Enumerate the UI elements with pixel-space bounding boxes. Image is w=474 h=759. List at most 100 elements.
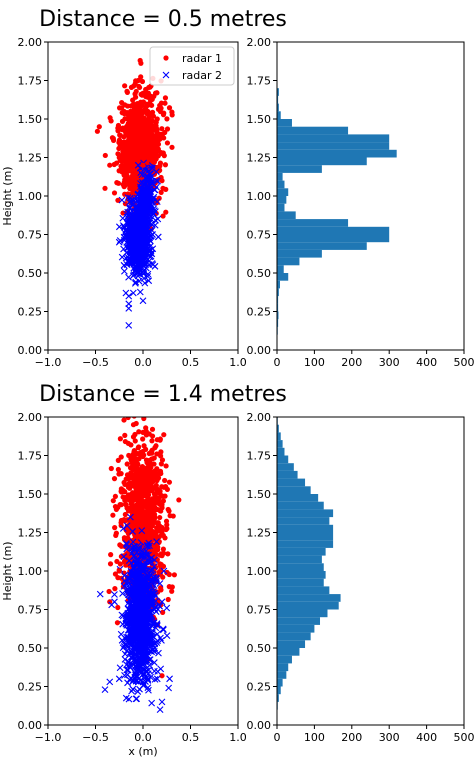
point-radar-1: [130, 124, 137, 130]
histogram-bar: [277, 609, 328, 618]
point-radar-1: [128, 84, 135, 90]
point-radar-1: [176, 497, 182, 503]
point-radar-1: [132, 431, 138, 438]
point-radar-2: [120, 261, 128, 269]
point-radar-1: [126, 131, 132, 137]
point-radar-1: [116, 154, 122, 161]
point-radar-2: [144, 557, 152, 565]
histogram-bar: [277, 501, 324, 510]
point-radar-2: [137, 169, 145, 177]
point-radar-2: [127, 240, 134, 248]
histogram-bar: [277, 242, 367, 250]
histogram-bar: [277, 524, 334, 533]
point-radar-1: [145, 152, 151, 158]
histogram-bar: [277, 265, 284, 273]
point-radar-1: [157, 468, 164, 474]
x-tick-label: −0.5: [82, 731, 109, 744]
point-radar-1: [115, 197, 121, 203]
point-radar-1: [125, 191, 131, 197]
y-tick-label: 1.00: [247, 565, 272, 578]
histogram-bar: [277, 694, 279, 702]
x-tick-label: 400: [416, 356, 437, 369]
point-radar-2: [129, 546, 137, 554]
histogram-bar: [277, 211, 296, 220]
point-radar-1: [142, 128, 148, 134]
y-tick-label: 2.00: [247, 411, 272, 424]
y-tick-label: 1.75: [18, 75, 43, 88]
histogram-bar: [277, 111, 281, 119]
point-radar-1: [128, 442, 134, 448]
point-radar-1: [126, 452, 132, 459]
point-radar-1: [128, 501, 134, 507]
point-radar-1: [130, 452, 136, 458]
plot-area: [96, 411, 182, 713]
y-tick-label: 1.00: [18, 565, 43, 578]
point-radar-1: [108, 552, 114, 558]
point-radar-1: [136, 83, 142, 89]
point-radar-1: [157, 514, 163, 521]
point-radar-2: [101, 686, 109, 693]
point-radar-1: [135, 445, 141, 451]
point-radar-2: [124, 619, 131, 627]
point-radar-1: [163, 483, 169, 490]
point-radar-2: [142, 243, 149, 250]
point-radar-1: [146, 114, 152, 120]
point-radar-2: [121, 577, 129, 585]
point-radar-1: [94, 128, 100, 134]
point-radar-1: [167, 513, 173, 519]
point-radar-2: [115, 223, 123, 231]
point-radar-1: [153, 529, 159, 535]
point-radar-1: [107, 599, 113, 605]
point-radar-1: [149, 488, 155, 494]
histogram-bar: [277, 303, 279, 312]
histogram-bar: [277, 126, 349, 135]
point-radar-2: [156, 602, 163, 610]
point-radar-1: [141, 119, 147, 125]
point-radar-1: [118, 163, 124, 169]
point-radar-1: [160, 213, 166, 219]
point-radar-1: [122, 159, 128, 165]
y-tick-label: 0.00: [247, 344, 272, 357]
point-radar-1: [115, 604, 121, 611]
point-radar-2: [165, 684, 173, 692]
point-radar-2: [136, 599, 144, 607]
point-radar-1: [164, 126, 171, 132]
point-radar-2: [151, 676, 159, 683]
point-radar-2: [131, 634, 139, 642]
point-radar-1: [160, 546, 166, 552]
y-tick-label: 0.50: [18, 642, 43, 655]
point-radar-1: [115, 457, 121, 463]
point-radar-1: [96, 124, 102, 130]
point-radar-1: [156, 134, 162, 141]
point-radar-1: [145, 460, 151, 466]
point-radar-1: [164, 140, 171, 146]
point-radar-2: [136, 617, 144, 625]
y-tick-label: 1.75: [247, 450, 272, 463]
point-radar-2: [144, 200, 152, 208]
point-radar-1: [164, 116, 170, 122]
point-radar-1: [152, 514, 158, 521]
point-radar-2: [139, 609, 147, 617]
point-radar-1: [142, 124, 149, 130]
point-radar-1: [131, 411, 136, 416]
point-radar-1: [131, 417, 137, 419]
point-radar-1: [154, 506, 160, 512]
point-radar-2: [123, 522, 131, 530]
point-radar-1: [139, 529, 145, 535]
point-radar-2: [118, 196, 126, 204]
point-radar-1: [106, 588, 112, 595]
point-radar-2: [128, 687, 135, 695]
point-radar-2: [147, 600, 155, 608]
point-radar-1: [160, 185, 166, 191]
point-radar-1: [148, 476, 154, 482]
point-radar-2: [138, 582, 146, 590]
point-radar-2: [122, 226, 130, 234]
point-radar-2: [144, 658, 152, 665]
point-radar-1: [116, 105, 123, 111]
point-radar-2: [159, 625, 167, 633]
point-radar-1: [130, 97, 136, 103]
histogram-bar: [277, 678, 283, 687]
point-radar-1: [149, 456, 155, 462]
x-tick-label: 500: [454, 356, 474, 369]
point-radar-2: [150, 211, 157, 218]
